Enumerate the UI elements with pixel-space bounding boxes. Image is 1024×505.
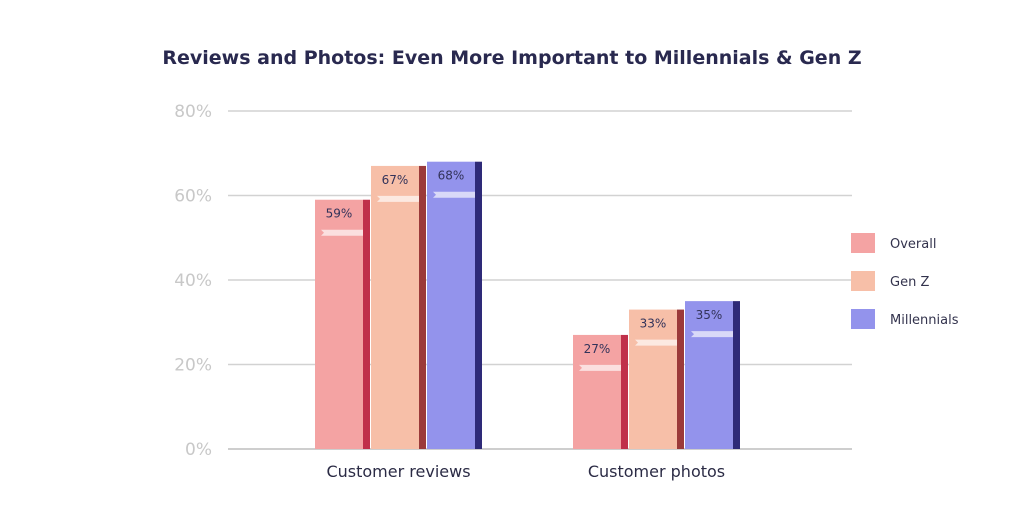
y-tick-label: 60%	[174, 187, 212, 207]
bar-ribbon	[579, 364, 621, 371]
legend: Overall Gen Z Millennials	[851, 233, 959, 329]
bar-edge	[419, 165, 426, 450]
bar	[371, 165, 419, 450]
bar	[315, 199, 363, 449]
bars: 59% 67% 68% 27% 33% 35%	[315, 161, 740, 450]
bar-gen-z: 33%	[629, 309, 684, 449]
bar-ribbon	[377, 195, 419, 202]
legend-swatch	[851, 309, 875, 329]
x-axis-labels: Customer reviews Customer photos	[326, 462, 725, 481]
bar-ribbon	[321, 229, 363, 236]
bar-edge	[363, 199, 370, 449]
legend-label: Gen Z	[890, 275, 929, 290]
legend-label: Millennials	[890, 313, 959, 328]
x-tick-label: Customer photos	[588, 462, 725, 481]
bar	[629, 309, 677, 449]
y-tick-label: 80%	[174, 102, 212, 122]
data-label: 59%	[326, 207, 353, 221]
legend-item: Millennials	[851, 309, 959, 329]
bar-ribbon	[691, 331, 733, 338]
bar-overall: 27%	[573, 334, 628, 449]
legend-item: Gen Z	[851, 271, 929, 291]
bar	[685, 301, 733, 449]
bar	[573, 334, 621, 449]
bar-gen-z: 67%	[371, 165, 426, 450]
y-tick-label: 40%	[174, 271, 212, 291]
x-tick-label: Customer reviews	[326, 462, 470, 481]
bar-millennials: 35%	[685, 301, 740, 449]
bar-edge	[733, 301, 740, 449]
bar-ribbon	[635, 339, 677, 346]
gridlines: 0% 20% 40% 60% 80%	[174, 102, 852, 460]
bar-ribbon	[433, 191, 475, 198]
y-tick-label: 20%	[174, 356, 212, 376]
bar-overall: 59%	[315, 199, 370, 449]
bar	[427, 161, 475, 449]
bar-edge	[677, 309, 684, 449]
data-label: 35%	[696, 308, 723, 322]
legend-swatch	[851, 233, 875, 253]
data-label: 33%	[640, 317, 667, 331]
legend-item: Overall	[851, 233, 936, 253]
bar-millennials: 68%	[427, 161, 482, 449]
chart-title: Reviews and Photos: Even More Important …	[162, 47, 861, 69]
data-label: 68%	[438, 169, 465, 183]
bar-edge	[475, 161, 482, 449]
legend-swatch	[851, 271, 875, 291]
bar-edge	[621, 334, 628, 449]
legend-label: Overall	[890, 237, 936, 252]
data-label: 67%	[382, 173, 409, 187]
y-tick-label: 0%	[185, 440, 212, 460]
data-label: 27%	[584, 342, 611, 356]
